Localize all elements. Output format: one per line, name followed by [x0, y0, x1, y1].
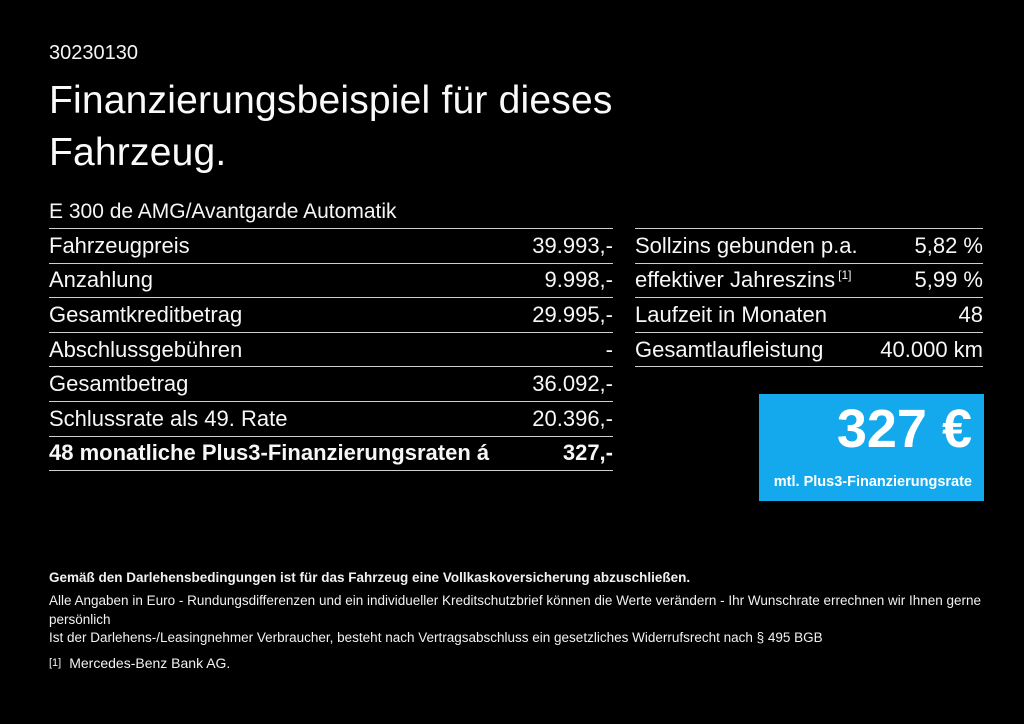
table-row-schlussrate: Schlussrate als 49. Rate 20.396,- — [49, 400, 613, 436]
table-row-gesamtbetrag: Gesamtbetrag 36.092,- — [49, 366, 613, 401]
table-row-anzahlung: Anzahlung 9.998,- — [49, 262, 614, 298]
document-number: 30230130 — [49, 42, 138, 64]
row-value: 39.993,- — [532, 232, 613, 258]
finance-breakdown-table: Fahrzeugpreis 39.993,- Anzahlung 9.998,-… — [49, 228, 614, 472]
row-value: 36.092,- — [532, 371, 613, 397]
table-row-gesamtkreditbetrag: Gesamtkreditbetrag 29.995,- — [49, 297, 613, 332]
row-label: Anzahlung — [49, 267, 153, 293]
row-label: Gesamtbetrag — [49, 371, 189, 397]
footnote-reference-text: Mercedes-Benz Bank AG. — [69, 654, 231, 671]
row-value: 5,82 % — [914, 232, 984, 258]
row-value: - — [605, 336, 613, 362]
legal-footnotes: Gemäß den Darlehensbedingungen ist für d… — [49, 569, 984, 674]
row-label: Fahrzeugpreis — [49, 232, 190, 258]
row-value: 9.998,- — [544, 267, 614, 293]
table-row-monatsraten: 48 monatliche Plus3-Finanzierungsraten á… — [49, 435, 613, 471]
row-label: 48 monatliche Plus3-Finanzierungsraten á — [49, 440, 490, 466]
insurance-notice: Gemäß den Darlehensbedingungen ist für d… — [49, 570, 691, 585]
row-value: 29.995,- — [532, 301, 613, 327]
row-value: 327,- — [562, 440, 613, 466]
table-row-fahrzeugpreis: Fahrzeugpreis 39.993,- — [49, 228, 613, 263]
row-label: Laufzeit in Monaten — [635, 301, 828, 327]
table-row-laufzeit: Laufzeit in Monaten 48 — [635, 297, 983, 332]
footnote-reference: [1] Mercedes-Benz Bank AG. — [49, 654, 984, 674]
footnote-marker: [1] — [838, 268, 852, 283]
row-label: Gesamtkreditbetrag — [49, 301, 243, 327]
row-label: Schlussrate als 49. Rate — [49, 405, 288, 431]
monthly-rate-caption: mtl. Plus3-Finanzierungsrate — [773, 474, 972, 490]
monthly-rate-highlight-box: 327 € mtl. Plus3-Finanzierungsrate — [759, 394, 984, 501]
disclaimer-line-1: Alle Angaben in Euro - Rundungsdifferenz… — [49, 593, 982, 627]
row-value: 5,99 % — [914, 267, 984, 293]
table-row-abschlussgebuehren: Abschlussgebühren - — [49, 331, 613, 367]
table-row-effektiver-jahreszins: effektiver Jahreszins [1] 5,99 % — [635, 262, 984, 298]
vehicle-model: E 300 de AMG/Avantgarde Automatik — [49, 200, 397, 223]
row-label: Gesamtlaufleistung — [635, 336, 824, 362]
row-label-text: effektiver Jahreszins — [635, 267, 836, 293]
row-label: Sollzins gebunden p.a. — [635, 232, 858, 258]
page-title-line-1: Finanzierungsbeispiel für dieses — [49, 79, 613, 122]
row-value: 48 — [958, 301, 983, 327]
table-row-sollzins: Sollzins gebunden p.a. 5,82 % — [635, 228, 983, 263]
page-title-line-2: Fahrzeug. — [49, 131, 227, 174]
row-label: effektiver Jahreszins [1] — [635, 267, 851, 293]
footnote-reference-marker: [1] — [49, 656, 62, 669]
credit-conditions-table: Sollzins gebunden p.a. 5,82 % effektiver… — [635, 228, 984, 368]
page-title: Finanzierungsbeispiel für dieses Fahrzeu… — [49, 75, 613, 179]
monthly-rate-amount: 327 € — [836, 399, 972, 459]
disclaimer-line-2: Ist der Darlehens-/Leasingnehmer Verbrau… — [49, 630, 823, 645]
row-label: Abschlussgebühren — [49, 336, 243, 362]
table-row-gesamtlaufleistung: Gesamtlaufleistung 40.000 km — [635, 331, 983, 367]
row-value: 20.396,- — [532, 405, 613, 431]
row-value: 40.000 km — [880, 336, 983, 362]
